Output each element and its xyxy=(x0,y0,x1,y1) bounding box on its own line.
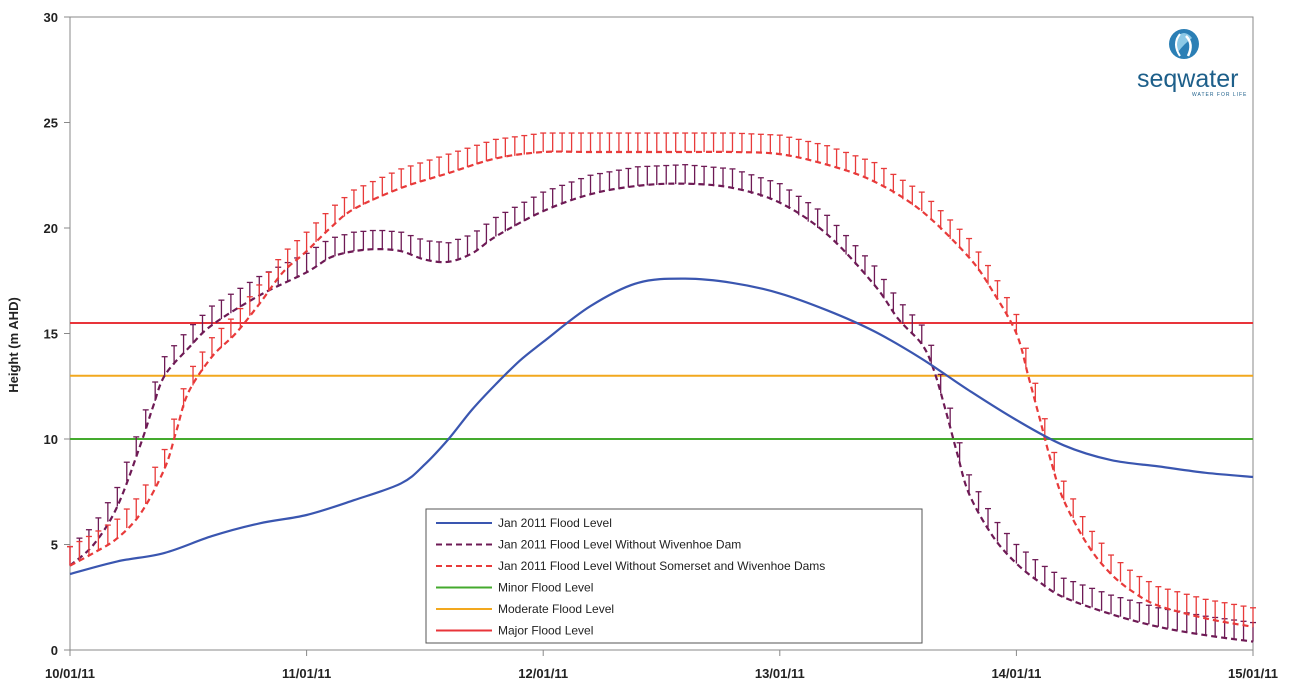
series-layer xyxy=(67,132,1256,643)
y-tick-label: 0 xyxy=(51,643,58,658)
x-tick-label: 11/01/11 xyxy=(282,666,331,681)
y-axis: 0 5 10 15 20 25 30 xyxy=(44,10,70,658)
legend-label: Minor Flood Level xyxy=(498,581,593,595)
legend-label: Jan 2011 Flood Level xyxy=(498,516,612,530)
seqwater-logo-mark xyxy=(1169,29,1199,59)
seqwater-logo: seqwater WATER FOR LIFE xyxy=(1137,29,1247,98)
y-tick-label: 20 xyxy=(44,221,58,236)
series-line xyxy=(69,150,1254,628)
seqwater-logo-tagline: WATER FOR LIFE xyxy=(1192,92,1247,98)
legend-item: Jan 2011 Flood Level Without Wivenhoe Da… xyxy=(436,538,741,552)
y-tick-label: 30 xyxy=(44,10,58,25)
x-tick-label: 10/01/11 xyxy=(45,666,95,681)
y-axis-label: Height (m AHD) xyxy=(6,297,21,393)
legend: Jan 2011 Flood Level Jan 2011 Flood Level… xyxy=(425,508,923,644)
series-jan-2011-flood-level xyxy=(69,277,1254,576)
legend-item: Major Flood Level xyxy=(436,624,593,638)
x-tick-label: 14/01/11 xyxy=(991,666,1041,681)
legend-item: Jan 2011 Flood Level xyxy=(436,516,612,530)
x-tick-label: 13/01/11 xyxy=(755,666,805,681)
series-line xyxy=(69,277,1254,576)
legend-label: Jan 2011 Flood Level Without Somerset an… xyxy=(498,559,825,573)
y-tick-label: 25 xyxy=(44,116,58,131)
series-line xyxy=(69,182,1254,643)
y-tick-label: 15 xyxy=(44,327,58,342)
seqwater-logo-text: seqwater xyxy=(1137,65,1238,93)
x-tick-label: 15/01/11 xyxy=(1228,666,1278,681)
error-bars xyxy=(67,132,1256,627)
x-axis: 10/01/11 11/01/11 12/01/11 13/01/11 14/01/11… xyxy=(45,650,1278,681)
legend-box xyxy=(425,508,923,644)
legend-item: Moderate Flood Level xyxy=(436,602,614,616)
legend-label: Jan 2011 Flood Level Without Wivenhoe Da… xyxy=(498,538,741,552)
y-tick-label: 10 xyxy=(44,432,58,447)
legend-label: Moderate Flood Level xyxy=(498,602,614,616)
series-jan-2011-flood-level-without-somerset-and-wivenhoe-dams xyxy=(67,132,1256,628)
x-tick-label: 12/01/11 xyxy=(518,666,568,681)
legend-label: Major Flood Level xyxy=(498,624,593,638)
legend-item: Minor Flood Level xyxy=(436,581,593,595)
y-tick-label: 5 xyxy=(51,538,58,553)
legend-item: Jan 2011 Flood Level Without Somerset an… xyxy=(436,559,825,573)
